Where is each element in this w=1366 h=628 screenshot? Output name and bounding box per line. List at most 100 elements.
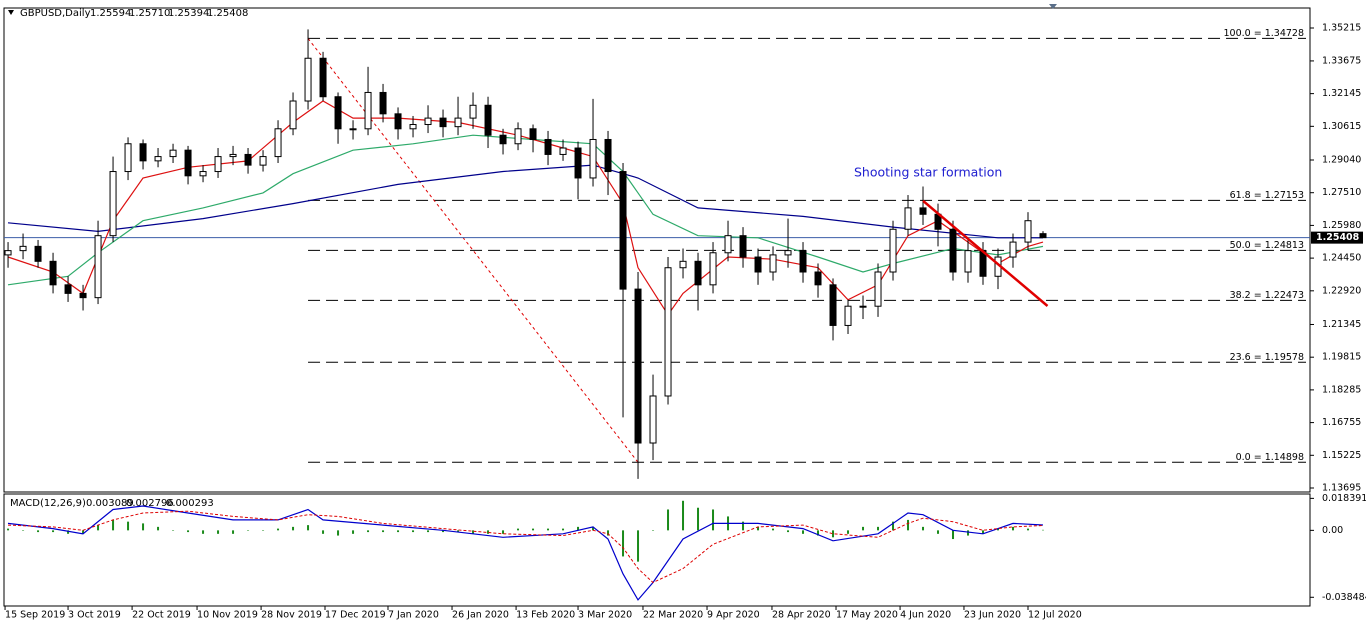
macd-histogram-bar	[532, 528, 535, 531]
candle-body	[694, 260, 702, 286]
x-tick-label: 23 Jun 2020	[964, 610, 1021, 621]
y-tick-label: 1.19815	[1322, 352, 1361, 363]
macd-histogram-bar	[712, 509, 715, 531]
y-tick-label: 1.22920	[1322, 285, 1361, 296]
macd-histogram-bar	[127, 521, 130, 531]
macd-histogram-bar	[262, 530, 265, 531]
candle-body	[424, 117, 432, 126]
fib-label: 38.2 = 1.22473	[1230, 290, 1304, 301]
candle-body	[604, 138, 612, 173]
y-tick-label: 1.27510	[1322, 187, 1361, 198]
y-tick-label: 1.29040	[1322, 154, 1361, 165]
macd-histogram-bar	[967, 530, 970, 536]
candle-body	[484, 104, 492, 136]
macd-histogram-bar	[577, 526, 580, 531]
macd-histogram-bar	[442, 530, 445, 533]
y-tick-label: 1.13695	[1322, 483, 1361, 494]
macd-histogram-bar	[217, 530, 220, 534]
fib-label: 50.0 = 1.24813	[1230, 240, 1304, 251]
macd-histogram-bar	[37, 530, 40, 533]
fib-label: 100.0 = 1.34728	[1224, 28, 1304, 39]
macd-histogram-bar	[232, 530, 235, 534]
candle-body	[514, 128, 522, 145]
macd-signal-value: 0.002796	[126, 498, 174, 509]
x-tick-label: 9 Apr 2020	[707, 610, 760, 621]
candle-body	[949, 228, 957, 273]
candle-body	[799, 250, 807, 273]
candle-body	[454, 117, 462, 128]
y-tick-label: 1.33675	[1322, 55, 1361, 66]
candle-body	[859, 305, 867, 308]
candle-body	[559, 147, 567, 155]
macd-histogram-bar	[277, 528, 280, 531]
candle-body	[1039, 233, 1047, 239]
macd-histogram-bar	[892, 521, 895, 531]
x-tick-label: 3 Oct 2019	[68, 610, 121, 621]
macd-histogram-bar	[637, 530, 640, 562]
macd-histogram-bar	[997, 528, 1000, 531]
macd-histogram-bar	[757, 526, 760, 531]
macd-histogram-bar	[592, 526, 595, 531]
candle-body	[889, 228, 897, 273]
candle-body	[904, 207, 912, 230]
macd-histogram-bar	[52, 530, 55, 533]
y-tick-label: 1.16755	[1322, 417, 1361, 428]
candle-body	[139, 143, 147, 162]
macd-histogram-bar	[922, 526, 925, 531]
y-tick-label: 1.15225	[1322, 450, 1361, 461]
candle-body	[169, 149, 177, 158]
candle-body	[724, 235, 732, 254]
candle-body	[394, 113, 402, 130]
candle-body	[199, 171, 207, 177]
candle-body	[94, 235, 102, 299]
macd-histogram-bar	[952, 530, 955, 540]
current-price-label: 1.25408	[1316, 232, 1360, 243]
candle-body	[319, 57, 327, 98]
y-tick-label: 1.25980	[1322, 220, 1361, 231]
macd-histogram-bar	[652, 530, 655, 531]
macd-panel	[3, 493, 1311, 607]
candle-body	[109, 171, 117, 237]
macd-histogram-bar	[247, 530, 250, 531]
macd-title: MACD(12,26,9)	[10, 498, 86, 509]
price-panel	[3, 7, 1311, 493]
candle-body	[304, 57, 312, 102]
macd-histogram-bar	[817, 530, 820, 536]
candle-body	[124, 143, 132, 173]
macd-histogram-bar	[697, 507, 700, 531]
candle-body	[64, 284, 72, 294]
ohlc-close: 1.25408	[207, 8, 248, 19]
macd-histogram-bar	[982, 530, 985, 534]
candle-body	[289, 100, 297, 130]
candle-body	[469, 104, 477, 119]
x-tick-label: 17 May 2020	[836, 610, 898, 621]
macd-histogram-bar	[802, 530, 805, 534]
macd-histogram-bar	[667, 509, 670, 531]
macd-value: 0.003089	[86, 498, 134, 509]
macd-histogram-bar	[412, 530, 415, 533]
candle-body	[769, 254, 777, 273]
x-tick-label: 22 Mar 2020	[643, 610, 703, 621]
macd-histogram-bar	[502, 530, 505, 534]
macd-histogram-bar	[787, 530, 790, 533]
macd-histogram-bar	[937, 530, 940, 534]
candle-body	[244, 153, 252, 166]
macd-histogram-bar	[142, 523, 145, 531]
macd-histogram-bar	[322, 530, 325, 534]
candle-body	[919, 207, 927, 215]
macd-histogram-bar	[742, 521, 745, 531]
macd-histogram-bar	[172, 530, 175, 531]
candle-body	[874, 271, 882, 307]
candle-body	[529, 128, 537, 140]
y-tick-label: 1.18285	[1322, 384, 1361, 395]
x-tick-label: 26 Jan 2020	[452, 610, 509, 621]
candle-body	[229, 153, 237, 158]
ohlc-low: 1.25394	[168, 8, 209, 19]
candle-body	[439, 117, 447, 128]
x-tick-label: 28 Nov 2019	[261, 610, 322, 621]
candle-body	[619, 171, 627, 290]
macd-histogram-bar	[67, 530, 70, 534]
macd-histogram-bar	[292, 526, 295, 531]
candle-body	[754, 256, 762, 273]
ohlc-high: 1.25710	[129, 8, 170, 19]
